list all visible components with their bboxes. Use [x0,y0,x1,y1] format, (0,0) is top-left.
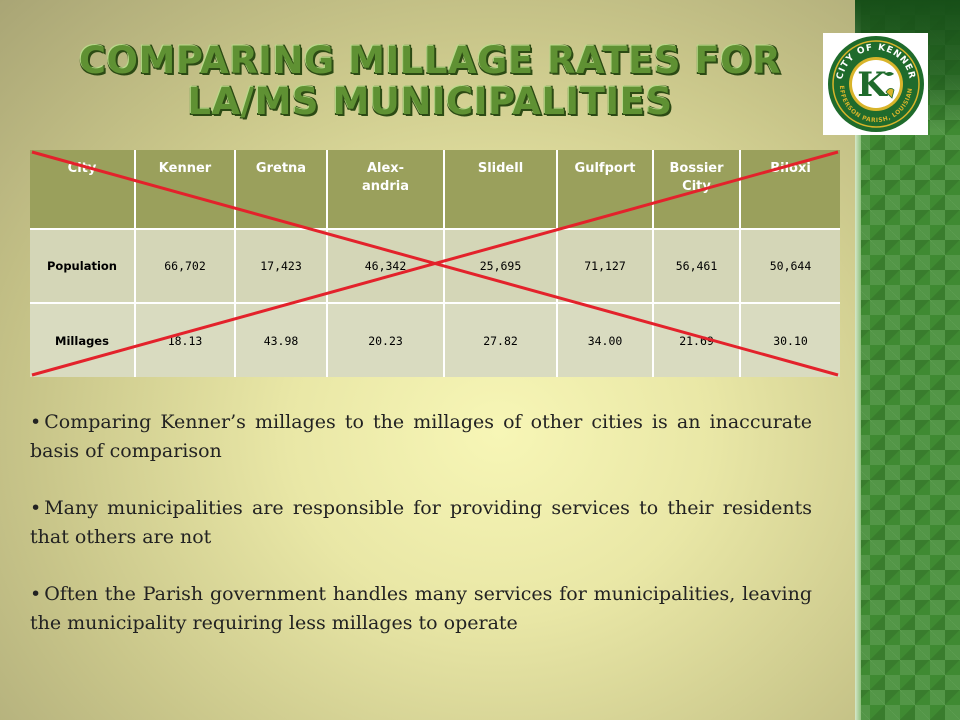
header-cell: Alex-andria [327,150,445,229]
table-cell: 46,342 [327,228,445,303]
data-table: City Kenner Gretna Alex-andria Slidell G… [30,150,840,377]
bullet-item: Often the Parish government handles many… [30,580,812,638]
table-row-millages: Millages 18.13 43.98 20.23 27.82 34.00 2… [30,302,840,377]
bullet-list: Comparing Kenner’s millages to the milla… [30,408,812,666]
table-cell: 25,695 [444,228,558,303]
header-cell: Gretna [235,150,328,229]
city-logo: CITY OF KENNER JEFFERSON PARISH, LOUISIA… [823,33,928,135]
table-cell: 50,644 [740,228,840,303]
row-label: Population [30,228,136,303]
table-cell: 34.00 [557,302,654,377]
header-cell: Bossier City [653,150,741,229]
table-cell: 56,461 [653,228,741,303]
table-cell: 43.98 [235,302,328,377]
header-cell: Kenner [135,150,236,229]
logo-letter: K [857,65,888,105]
table-cell: 71,127 [557,228,654,303]
header-cell: Gulfport [557,150,654,229]
table-cell: 27.82 [444,302,558,377]
table-cell: 30.10 [740,302,840,377]
row-label: Millages [30,302,136,377]
table-cell: 66,702 [135,228,236,303]
table-cell: 17,423 [235,228,328,303]
table-cell: 18.13 [135,302,236,377]
bullet-item: Comparing Kenner’s millages to the milla… [30,408,812,466]
table-cell: 21.69 [653,302,741,377]
table-header-row: City Kenner Gretna Alex-andria Slidell G… [30,150,840,229]
slide-title: Comparing Millage Rates for LA/MS Munici… [78,39,782,123]
millage-comparison-table: City Kenner Gretna Alex-andria Slidell G… [30,150,840,377]
header-cell: City [30,150,136,229]
header-cell: Slidell [444,150,558,229]
city-seal-icon: CITY OF KENNER JEFFERSON PARISH, LOUISIA… [826,34,924,132]
table-row-population: Population 66,702 17,423 46,342 25,695 7… [30,228,840,303]
table-cell: 20.23 [327,302,445,377]
bullet-item: Many municipalities are responsible for … [30,494,812,552]
header-cell: Biloxi [740,150,840,229]
